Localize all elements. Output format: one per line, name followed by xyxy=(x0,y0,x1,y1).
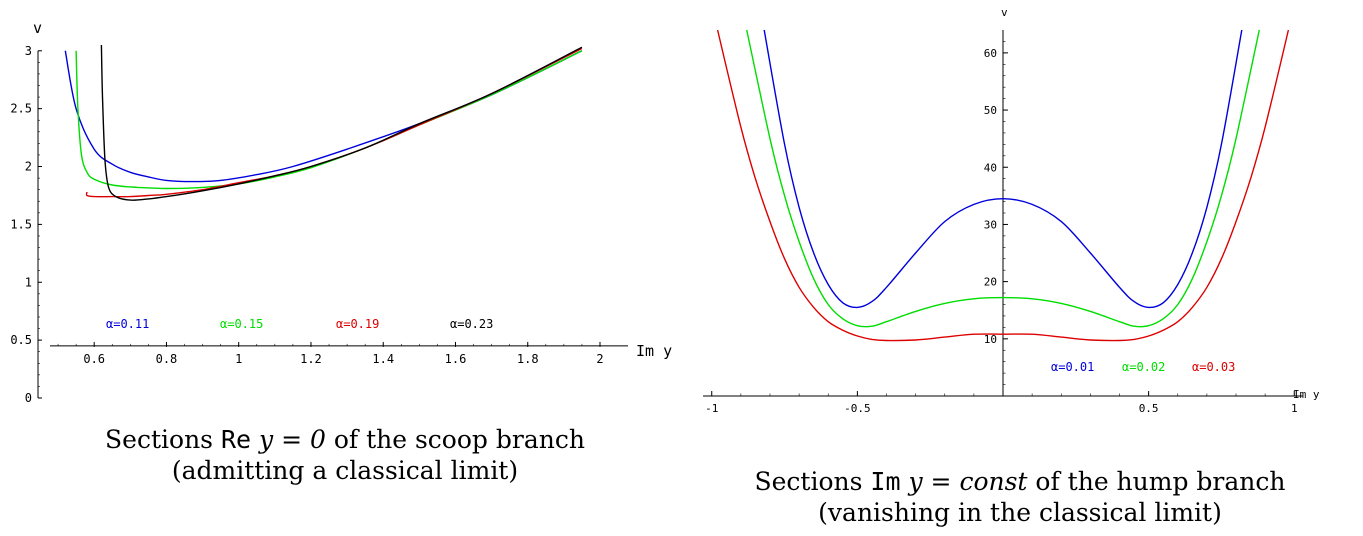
right-caption-math: y = xyxy=(900,467,960,496)
legend-alpha-023: α=0.23 xyxy=(450,317,493,331)
right-chart: v Im y α=0.01 α=0.02 α=0.03 10 20 30 40 50 60… xyxy=(703,6,1320,415)
right-caption: Sections Im y = const of the hump branch… xyxy=(700,466,1340,528)
left-chart: v Im y α=0.11 α=0.15 α=0.19 α=0.23 0 0.5 1… xyxy=(10,19,672,405)
right-y-tick-label: 30 xyxy=(984,218,997,231)
left-caption-pre: Sections xyxy=(105,425,221,454)
legend-alpha-001: α=0.01 xyxy=(1051,360,1094,374)
left-y-tick-label: 2 xyxy=(25,160,32,174)
right-ylabel: v xyxy=(1001,6,1008,19)
left-x-tick-label: 1.2 xyxy=(300,352,322,366)
legend-alpha-011: α=0.11 xyxy=(106,317,149,331)
left-caption-line2: (admitting a classical limit) xyxy=(171,456,519,485)
legend-alpha-003: α=0.03 xyxy=(1192,360,1235,374)
left-caption-line1: Sections Re y = 0 of the scoop branch xyxy=(30,424,660,455)
left-y-tick-label: 0.5 xyxy=(10,333,32,347)
left-y-tick-label: 1 xyxy=(25,275,32,289)
left-x-tick-label: 1.8 xyxy=(517,352,539,366)
right-y-tick-label: 10 xyxy=(984,333,997,346)
left-caption-code: Re xyxy=(220,425,252,454)
right-series-line-2 xyxy=(716,29,1290,342)
left-y-tick-label: 2.5 xyxy=(10,102,32,116)
left-xlabel: Im y xyxy=(636,342,672,360)
right-caption-pre: Sections xyxy=(754,467,871,496)
left-caption: Sections Re y = 0 of the scoop branch (a… xyxy=(30,424,660,486)
right-caption-post: of the hump branch xyxy=(1027,467,1286,496)
left-caption-post: of the scoop branch xyxy=(325,425,585,454)
right-x-tick-label: -1 xyxy=(705,402,718,415)
left-y-tick-label: 3 xyxy=(25,44,32,58)
right-y-tick-label: 20 xyxy=(984,276,997,289)
right-x-tick-label: -0.5 xyxy=(844,402,871,415)
right-caption-line2: (vanishing in the classical limit) xyxy=(818,498,1222,527)
left-x-tick-label: 0.8 xyxy=(156,352,178,366)
left-x-tick-label: 1.4 xyxy=(372,352,394,366)
right-series-line-1 xyxy=(746,29,1260,328)
legend-alpha-002: α=0.02 xyxy=(1122,360,1165,374)
legend-alpha-019: α=0.19 xyxy=(336,317,379,331)
right-caption-code: Im xyxy=(870,467,901,496)
left-x-tick-label: 1 xyxy=(235,352,242,366)
left-y-tick-label: 0 xyxy=(25,391,32,405)
right-x-tick-label: 0.5 xyxy=(1139,402,1159,415)
left-x-tick-label: 2 xyxy=(596,352,603,366)
right-caption-math-italic: const xyxy=(959,467,1028,496)
left-caption-math: y = 0 xyxy=(251,425,326,454)
left-series-line-2 xyxy=(85,47,583,198)
right-caption-line1: Sections Im y = const of the hump branch xyxy=(700,466,1340,497)
right-y-tick-label: 40 xyxy=(984,161,997,174)
right-y-tick-label: 60 xyxy=(984,47,997,60)
left-series-line-1 xyxy=(75,50,583,190)
right-series-line-0 xyxy=(763,29,1243,309)
right-x-tick-label: 1 xyxy=(1291,402,1298,415)
right-xlabel: Im y xyxy=(1293,388,1320,401)
left-x-tick-label: 1.6 xyxy=(445,352,467,366)
legend-alpha-015: α=0.15 xyxy=(220,317,263,331)
right-y-tick-label: 50 xyxy=(984,104,997,117)
left-x-tick-label: 0.6 xyxy=(83,352,105,366)
left-y-tick-label: 1.5 xyxy=(10,217,32,231)
left-ylabel: v xyxy=(33,19,42,37)
left-series-line-3 xyxy=(100,44,583,201)
